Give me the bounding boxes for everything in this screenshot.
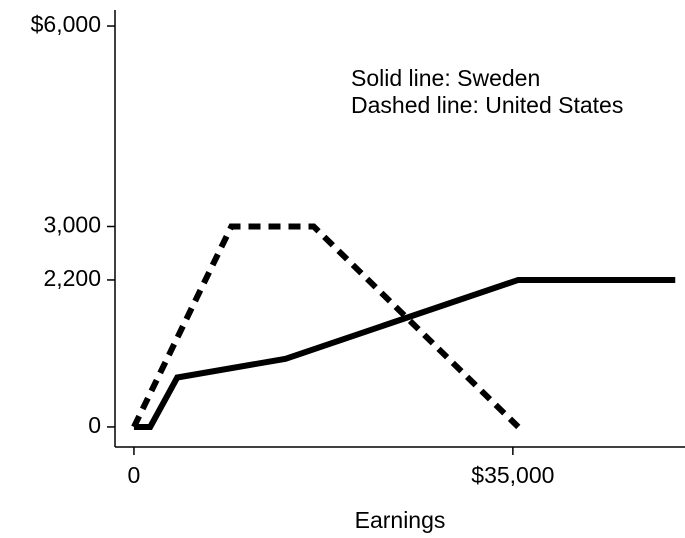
y-tick-label: 2,200 xyxy=(43,265,101,291)
x-axis-label: Earnings xyxy=(355,507,446,533)
annotation: Dashed line: United States xyxy=(351,92,623,118)
annotation: Solid line: Sweden xyxy=(351,65,540,91)
y-tick-label: 0 xyxy=(88,412,101,438)
line xyxy=(131,223,521,430)
y-tick-label: $6,000 xyxy=(31,11,101,37)
line xyxy=(133,276,676,430)
x-tick-label: 0 xyxy=(128,462,141,488)
y-tick-label: 3,000 xyxy=(43,212,101,238)
x-tick-label: $35,000 xyxy=(471,462,554,488)
